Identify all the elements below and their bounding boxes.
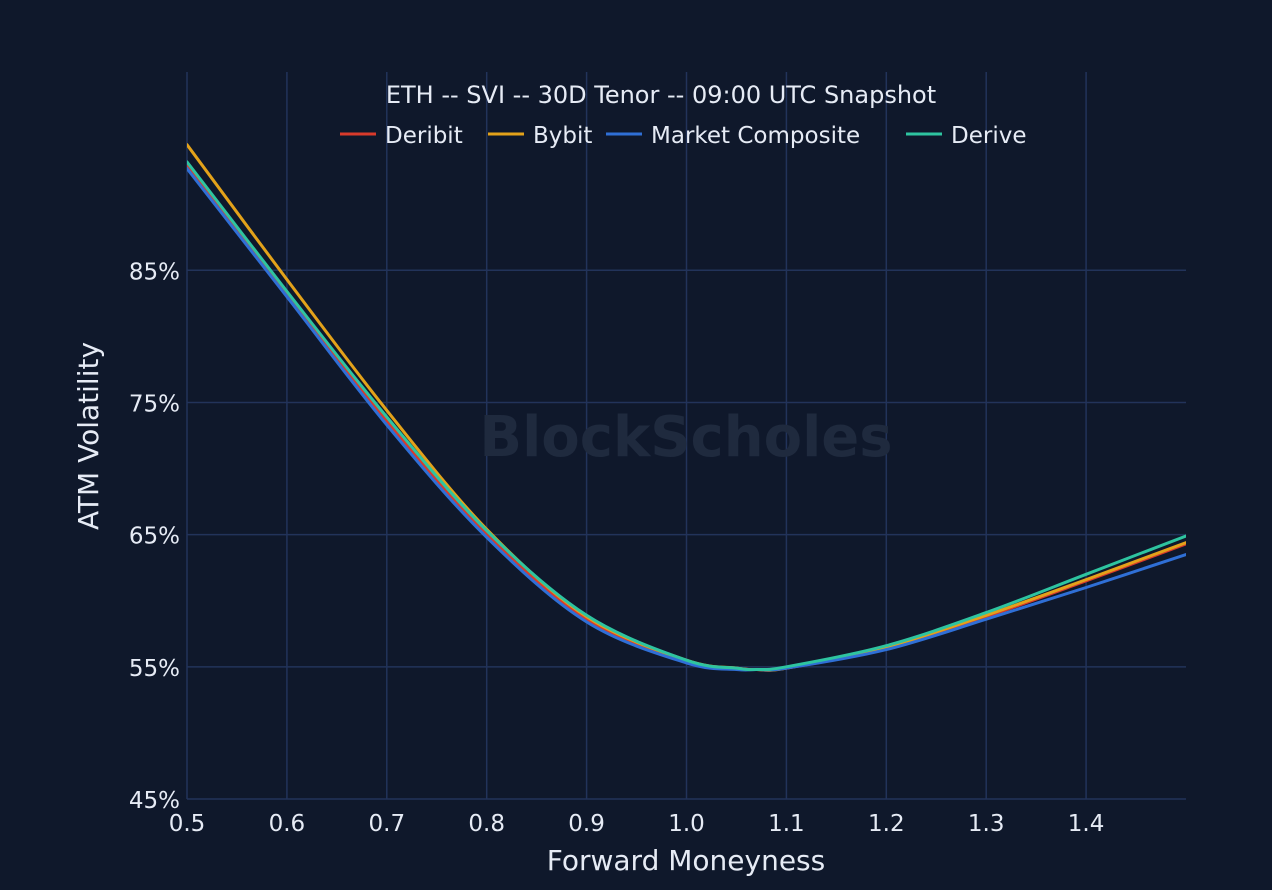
legend-label-market-composite: Market Composite xyxy=(651,123,860,149)
grid xyxy=(186,72,1186,800)
x-axis-label: Forward Moneyness xyxy=(547,844,825,877)
y-tick-label: 75% xyxy=(129,391,180,417)
x-tick-label: 0.8 xyxy=(468,811,505,837)
series-lines xyxy=(187,143,1186,672)
y-tick-label: 85% xyxy=(129,259,180,285)
x-tick-label: 1.2 xyxy=(868,811,905,837)
x-tick-label: 1.3 xyxy=(968,811,1005,837)
legend-label-deribit: Deribit xyxy=(385,123,463,149)
watermark: BlockScholes xyxy=(479,405,892,470)
x-tick-label: 0.6 xyxy=(269,811,306,837)
y-axis-label: ATM Volatility xyxy=(72,342,105,530)
x-tick-label: 0.9 xyxy=(568,811,605,837)
legend-label-bybit: Bybit xyxy=(533,123,592,149)
y-tick-label: 65% xyxy=(129,524,180,550)
legend-label-derive: Derive xyxy=(951,123,1026,149)
x-tick-label: 0.7 xyxy=(369,811,406,837)
x-tick-label: 1.1 xyxy=(768,811,805,837)
series-line-derive xyxy=(187,160,1186,672)
x-tick-label: 1.4 xyxy=(1068,811,1105,837)
y-tick-label: 55% xyxy=(129,656,180,682)
x-tick-label: 0.5 xyxy=(169,811,206,837)
legend: Deribit Bybit Market Composite Derive xyxy=(340,123,1026,149)
y-axis-ticks: 45% 55% 65% 75% 85% xyxy=(129,259,180,814)
x-axis-ticks: 0.5 0.6 0.7 0.8 0.9 1.0 1.1 1.2 1.3 1.4 xyxy=(169,811,1105,837)
y-tick-label: 45% xyxy=(129,788,180,814)
chart-title: ETH -- SVI -- 30D Tenor -- 09:00 UTC Sna… xyxy=(386,81,936,109)
series-line-market-composite xyxy=(187,167,1186,672)
x-tick-label: 1.0 xyxy=(668,811,705,837)
